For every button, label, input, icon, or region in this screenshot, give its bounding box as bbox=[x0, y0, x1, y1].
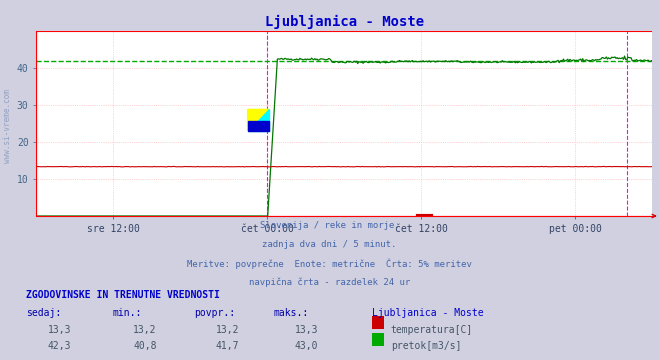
Text: povpr.:: povpr.: bbox=[194, 308, 235, 318]
Text: min.:: min.: bbox=[112, 308, 142, 318]
Text: 41,7: 41,7 bbox=[215, 341, 239, 351]
Text: zadnja dva dni / 5 minut.: zadnja dva dni / 5 minut. bbox=[262, 240, 397, 249]
Bar bbox=[248, 121, 269, 131]
Text: 13,3: 13,3 bbox=[295, 325, 318, 335]
Text: maks.:: maks.: bbox=[273, 308, 308, 318]
Text: temperatura[C]: temperatura[C] bbox=[391, 325, 473, 335]
Text: 13,2: 13,2 bbox=[215, 325, 239, 335]
Title: Ljubljanica - Moste: Ljubljanica - Moste bbox=[265, 15, 424, 30]
Text: navpična črta - razdelek 24 ur: navpična črta - razdelek 24 ur bbox=[249, 278, 410, 287]
Text: 43,0: 43,0 bbox=[295, 341, 318, 351]
Text: ZGODOVINSKE IN TRENUTNE VREDNOSTI: ZGODOVINSKE IN TRENUTNE VREDNOSTI bbox=[26, 290, 220, 300]
Text: sedaj:: sedaj: bbox=[26, 308, 61, 318]
Text: Meritve: povprečne  Enote: metrične  Črta: 5% meritev: Meritve: povprečne Enote: metrične Črta:… bbox=[187, 259, 472, 269]
Text: Ljubljanica - Moste: Ljubljanica - Moste bbox=[372, 308, 484, 318]
Text: 13,3: 13,3 bbox=[47, 325, 71, 335]
Polygon shape bbox=[248, 109, 269, 131]
Polygon shape bbox=[248, 109, 269, 131]
Text: 40,8: 40,8 bbox=[133, 341, 157, 351]
Text: www.si-vreme.com: www.si-vreme.com bbox=[3, 89, 13, 163]
Text: pretok[m3/s]: pretok[m3/s] bbox=[391, 341, 461, 351]
Text: 13,2: 13,2 bbox=[133, 325, 157, 335]
Text: Slovenija / reke in morje.: Slovenija / reke in morje. bbox=[260, 221, 399, 230]
Text: 42,3: 42,3 bbox=[47, 341, 71, 351]
